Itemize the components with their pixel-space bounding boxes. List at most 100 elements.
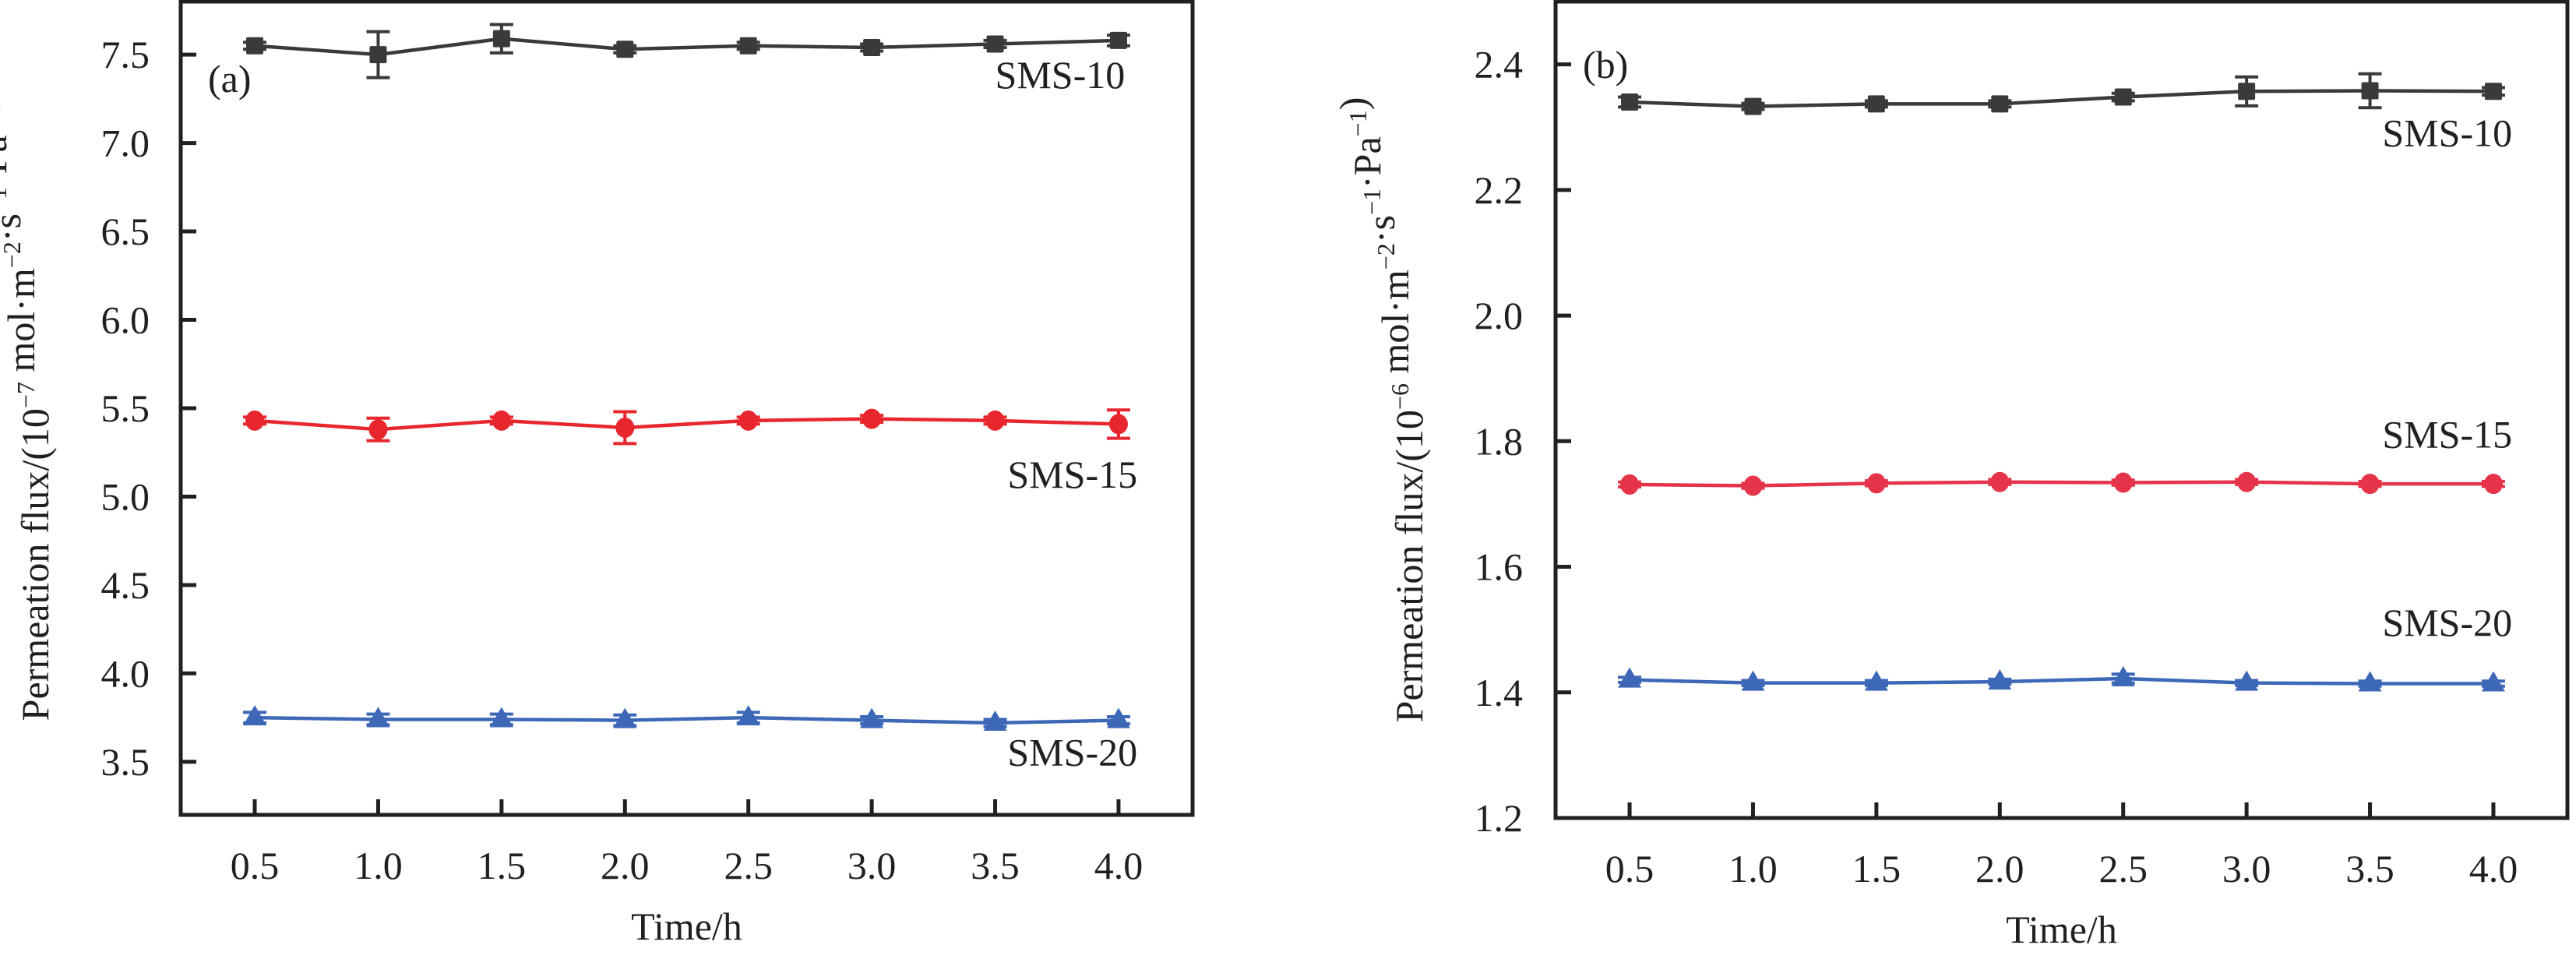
series-label: SMS-15 [2382, 412, 2512, 456]
data-point-square [2361, 82, 2379, 100]
data-point-circle [2237, 471, 2257, 492]
data-point-square [1621, 93, 1639, 111]
y-axis-title-exponent: −7 [12, 382, 40, 408]
data-point-circle [1108, 414, 1128, 435]
x-tick-label: 0.5 [231, 844, 280, 887]
series-label: SMS-15 [1007, 453, 1137, 496]
x-tick-label: 3.5 [971, 844, 1020, 887]
y-axis-title-suffix: ) [0, 96, 1, 109]
x-tick-label: 1.0 [354, 844, 403, 887]
data-point-triangle [489, 707, 513, 728]
y-tick-label: 1.4 [1475, 671, 1524, 714]
data-point-triangle [613, 707, 637, 728]
y-tick-label: 1.6 [1475, 545, 1524, 589]
series-label: SMS-20 [2382, 601, 2512, 644]
data-point-triangle [243, 705, 267, 726]
series-line [1629, 676, 2493, 686]
series-line [254, 417, 1119, 432]
y-tick-label: 2.4 [1475, 43, 1524, 86]
plot-frame [178, 0, 1195, 817]
data-point-triangle [2358, 671, 2382, 692]
data-point-circle [1866, 473, 1886, 494]
y-tick-label: 2.0 [1475, 294, 1524, 337]
x-tick-label: 4.0 [1094, 844, 1144, 887]
panel-label: (a) [208, 57, 252, 100]
data-point-circle [985, 410, 1005, 431]
data-point-circle [245, 410, 265, 431]
series-sms-15: SMS-15 [1618, 412, 2512, 496]
series-line [255, 715, 1119, 725]
x-tick-label: 2.5 [2099, 847, 2148, 890]
x-tick-label: 3.0 [848, 844, 897, 887]
data-point-triangle [983, 710, 1007, 731]
y-axis-title-unit-exponent: −2 [1372, 243, 1400, 270]
series-label: SMS-20 [1007, 730, 1137, 774]
data-point-triangle [1741, 670, 1765, 691]
series-line [1629, 89, 2493, 108]
x-tick-label: 2.5 [724, 844, 773, 887]
y-tick-label: 3.5 [101, 740, 150, 784]
series-sms-20: SMS-20 [243, 705, 1137, 774]
series-label: SMS-10 [996, 53, 1126, 97]
y-tick-label: 6.0 [101, 298, 150, 342]
x-tick-label: 1.5 [1852, 847, 1901, 890]
y-axis-title-unit-exponent: −1 [0, 187, 12, 213]
x-tick-label: 3.0 [2222, 847, 2271, 890]
y-tick-label: 7.5 [101, 33, 150, 76]
data-point-triangle [2111, 666, 2135, 687]
data-point-circle [2113, 472, 2133, 493]
x-tick-label: 2.0 [601, 844, 650, 887]
plot-frame [1553, 0, 2570, 820]
data-point-square [1867, 95, 1885, 113]
data-point-square [616, 41, 634, 58]
data-point-triangle [1618, 667, 1642, 688]
x-axis-title: Time/h [2006, 908, 2117, 951]
y-tick-label: 1.8 [1475, 419, 1524, 463]
y-tick-label: 4.5 [101, 563, 150, 607]
data-point-triangle [1106, 707, 1130, 728]
data-point-triangle [860, 707, 884, 728]
data-point-square [369, 46, 387, 64]
y-axis-title-prefix: Permeation flux/(10 [1387, 410, 1431, 722]
series-sms-10: SMS-10 [1618, 72, 2512, 154]
data-point-circle [492, 410, 511, 431]
y-axis-title-unit: ·Pa [1345, 136, 1389, 189]
data-point-square [863, 39, 881, 57]
y-tick-label: 2.2 [1475, 168, 1524, 212]
data-point-square [2484, 83, 2502, 100]
y-axis-title: Permeation flux/(10−6 mol·m−2·s−1·Pa−1) [1331, 97, 1431, 723]
series-line [254, 37, 1119, 57]
y-tick-label: 4.0 [101, 651, 150, 695]
chart-panel-b: 1.2 1.4 1.6 1.8 2.0 2.2 2.4 0.5 1.0 1.5 2.0 2.5 3.0 3… [1331, 0, 2570, 951]
data-point-triangle [2235, 670, 2259, 691]
y-axis-title-unit-exponent: −2 [0, 242, 26, 268]
y-axis-title-unit: ·s [0, 213, 29, 242]
y-axis-title-unit-exponent: −1 [1358, 189, 1386, 215]
panel-label: (b) [1583, 43, 1628, 86]
data-point-square [739, 37, 757, 55]
data-point-circle [2360, 474, 2380, 495]
data-point-circle [1620, 474, 1640, 495]
data-point-square [1991, 95, 2009, 113]
data-point-square [2238, 83, 2256, 100]
data-point-square [1744, 97, 1762, 115]
y-tick-label: 7.0 [101, 122, 150, 165]
series-sms-10: SMS-10 [243, 23, 1130, 97]
series-sms-20: SMS-20 [1618, 601, 2512, 692]
series-label: SMS-10 [2382, 111, 2512, 154]
y-axis-title-prefix: Permeation flux/(10 [13, 408, 57, 721]
x-tick-label: 1.0 [1728, 847, 1778, 890]
data-point-circle [615, 417, 635, 438]
data-point-circle [368, 419, 388, 440]
y-axis-title-suffix: ) [1331, 97, 1375, 111]
data-point-square [1109, 31, 1127, 49]
data-point-triangle [1864, 670, 1888, 691]
x-axis-title: Time/h [631, 904, 742, 948]
y-axis-title-unit: mol·m [1373, 270, 1417, 383]
data-point-circle [1743, 475, 1763, 496]
series-sms-15: SMS-15 [243, 408, 1137, 496]
series-line [1630, 480, 2493, 488]
data-point-square [492, 30, 510, 48]
data-point-circle [2483, 474, 2503, 495]
